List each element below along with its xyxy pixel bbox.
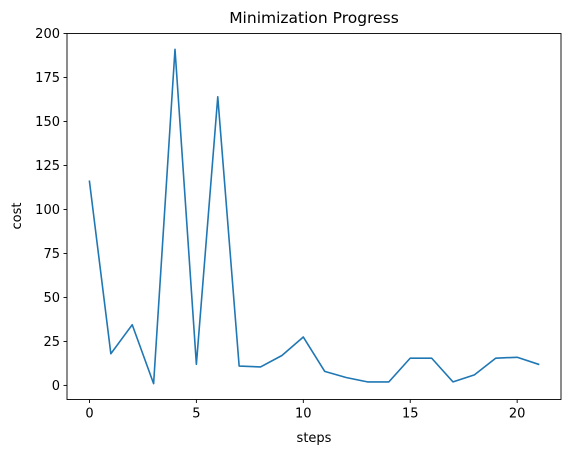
x-tick-label: 20 — [509, 407, 526, 422]
chart-title: Minimization Progress — [229, 9, 399, 27]
series-line-0 — [88, 48, 540, 385]
y-tick-label: 175 — [35, 71, 60, 86]
y-tick-label: 0 — [52, 379, 60, 394]
x-tick-label: 15 — [402, 407, 419, 422]
x-axis: 0 5 10 15 20 — [85, 399, 526, 422]
y-tick-label: 75 — [43, 247, 60, 262]
y-tick-label: 200 — [35, 27, 60, 42]
y-tick-label: 150 — [35, 115, 60, 130]
series-layer — [88, 48, 540, 385]
y-tick-label: 25 — [43, 335, 60, 350]
x-tick-label: 10 — [295, 407, 312, 422]
y-tick-label: 50 — [43, 291, 60, 306]
x-tick-label: 5 — [192, 407, 200, 422]
x-tick-label: 0 — [85, 407, 93, 422]
y-axis: 0 25 50 75 100 125 150 175 200 — [35, 27, 67, 394]
plot-area — [66, 33, 562, 400]
y-tick-label: 125 — [35, 159, 60, 174]
x-axis-label: steps — [297, 431, 332, 446]
y-tick-label: 100 — [35, 203, 60, 218]
y-axis-label: cost — [10, 203, 25, 230]
